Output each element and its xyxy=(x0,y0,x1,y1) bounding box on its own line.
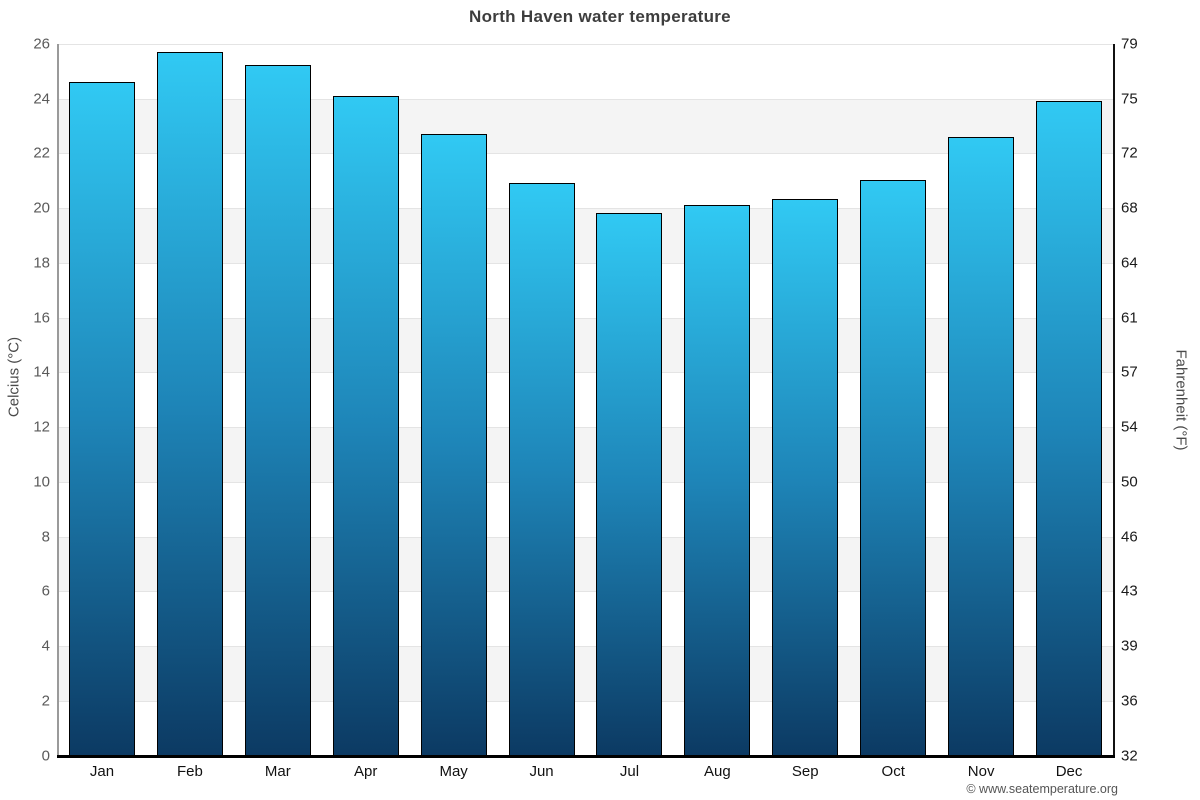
y-tick-fahrenheit: 39 xyxy=(1121,637,1138,655)
plot-band xyxy=(58,700,1113,756)
bar-feb[interactable] xyxy=(156,51,223,755)
plot-band xyxy=(58,481,1113,537)
plot-band xyxy=(58,372,1113,428)
x-tick-dec: Dec xyxy=(1055,763,1083,780)
x-axis-line xyxy=(57,755,1115,758)
bar-apr[interactable] xyxy=(332,95,399,755)
y-tick-fahrenheit: 36 xyxy=(1121,692,1138,710)
x-tick-jul: Jul xyxy=(619,763,640,780)
y-tick-fahrenheit: 46 xyxy=(1121,528,1138,546)
y-axis-line-left xyxy=(57,44,59,756)
plot-band xyxy=(58,646,1113,701)
y-tick-celsius: 18 xyxy=(33,254,50,272)
x-tick-nov: Nov xyxy=(967,763,995,780)
y-tick-celsius: 6 xyxy=(41,582,50,600)
gridline xyxy=(58,372,1113,374)
bar-may[interactable] xyxy=(420,133,487,755)
y-tick-fahrenheit: 32 xyxy=(1121,747,1138,764)
y-tick-celsius: 14 xyxy=(33,363,50,381)
y-tick-fahrenheit: 79 xyxy=(1121,35,1138,53)
plot-band xyxy=(58,44,1113,99)
y-tick-celsius: 4 xyxy=(41,637,50,655)
plot-band xyxy=(58,317,1113,373)
gridline xyxy=(58,317,1113,319)
y-axis-title-fahrenheit: Fahrenheit (°F) xyxy=(1172,349,1190,451)
gridline xyxy=(58,208,1113,210)
chart-title: North Haven water temperature xyxy=(469,7,731,26)
y-tick-celsius: 16 xyxy=(33,309,50,327)
bar-sep[interactable] xyxy=(772,199,839,755)
plot-band xyxy=(58,262,1113,318)
y-tick-celsius: 0 xyxy=(41,747,50,764)
y-axis-line-right xyxy=(1113,44,1115,756)
y-tick-fahrenheit: 61 xyxy=(1121,309,1138,327)
plot-band xyxy=(58,427,1113,482)
y-tick-celsius: 8 xyxy=(41,528,50,546)
y-tick-fahrenheit: 64 xyxy=(1121,254,1138,272)
plot-band xyxy=(58,98,1113,154)
bar-jan[interactable] xyxy=(68,81,135,755)
bar-jul[interactable] xyxy=(596,213,663,755)
bar-mar[interactable] xyxy=(244,65,311,755)
bar-aug[interactable] xyxy=(684,204,751,755)
gridline xyxy=(58,44,1113,45)
y-tick-celsius: 12 xyxy=(33,418,50,436)
bar-jun[interactable] xyxy=(508,183,575,755)
y-tick-fahrenheit: 54 xyxy=(1121,418,1138,436)
gridline xyxy=(58,646,1113,648)
x-tick-aug: Aug xyxy=(704,763,731,780)
bar-nov[interactable] xyxy=(948,136,1015,755)
x-tick-feb: Feb xyxy=(176,763,203,780)
y-tick-fahrenheit: 57 xyxy=(1121,363,1138,381)
plot-area xyxy=(58,44,1113,756)
gridline xyxy=(58,536,1113,538)
y-tick-fahrenheit: 43 xyxy=(1121,582,1138,600)
y-tick-celsius: 2 xyxy=(41,692,50,710)
bar-oct[interactable] xyxy=(860,180,927,755)
bar-dec[interactable] xyxy=(1036,100,1103,755)
x-tick-oct: Oct xyxy=(881,763,905,780)
gridline xyxy=(58,427,1113,429)
y-tick-celsius: 20 xyxy=(33,199,50,217)
gridline xyxy=(58,262,1113,264)
plot-band xyxy=(58,536,1113,592)
x-tick-apr: Apr xyxy=(354,763,378,780)
x-tick-mar: Mar xyxy=(264,763,291,780)
plot-band xyxy=(58,153,1113,209)
x-tick-jun: Jun xyxy=(529,763,554,780)
gridline xyxy=(58,98,1113,100)
plot-band xyxy=(58,208,1113,263)
gridline xyxy=(58,481,1113,483)
y-tick-celsius: 22 xyxy=(33,144,50,162)
gridline xyxy=(58,700,1113,702)
y-tick-fahrenheit: 68 xyxy=(1121,199,1138,217)
gridline xyxy=(58,153,1113,155)
y-tick-fahrenheit: 72 xyxy=(1121,144,1138,162)
x-tick-may: May xyxy=(439,763,468,780)
y-tick-fahrenheit: 50 xyxy=(1121,473,1138,491)
y-tick-celsius: 10 xyxy=(33,473,50,491)
credit-link[interactable]: © www.seatemperature.org xyxy=(966,782,1118,796)
plot-band xyxy=(58,591,1113,647)
y-tick-fahrenheit: 75 xyxy=(1121,90,1138,108)
y-tick-celsius: 24 xyxy=(33,90,50,108)
y-tick-celsius: 26 xyxy=(33,35,50,53)
x-tick-jan: Jan xyxy=(89,763,115,780)
x-tick-sep: Sep xyxy=(791,763,819,780)
gridline xyxy=(58,591,1113,593)
